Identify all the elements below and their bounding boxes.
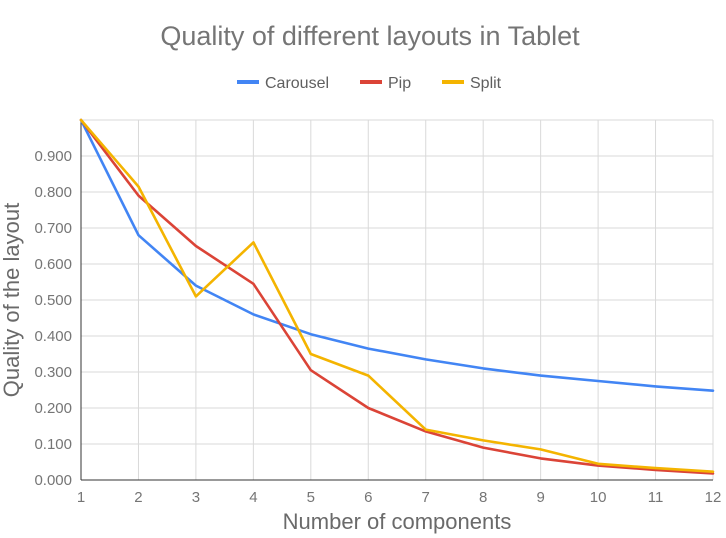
legend-item-carousel: Carousel [237,75,329,92]
y-tick-label: 0.600 [34,256,72,273]
x-tick-labels: 1 2 3 4 5 6 7 8 9 10 11 12 [77,489,722,506]
y-axis-label: Quality of the layout [0,203,24,397]
x-tick-label: 10 [590,489,607,506]
legend-item-pip: Pip [360,75,411,92]
grid [81,119,714,480]
legend-label: Carousel [265,75,329,92]
series-line-split [79,118,715,474]
legend-label: Split [470,75,502,92]
y-tick-labels: 0.000 0.100 0.200 0.300 0.400 0.500 0.600 0.700… [34,148,72,489]
chart-title: Quality of different layouts in Tablet [160,21,580,51]
series-line-pip [79,118,715,475]
x-tick-label: 4 [249,489,257,506]
x-tick-label: 5 [307,489,315,506]
axes [80,120,713,481]
y-tick-label: 0.200 [34,400,72,417]
x-tick-label: 6 [364,489,372,506]
legend-item-split: Split [442,75,502,92]
x-tick-label: 11 [648,489,664,506]
x-axis-label: Number of components [283,509,512,534]
x-tick-label: 12 [705,489,722,506]
y-tick-label: 0.000 [34,472,72,489]
y-tick-label: 0.400 [34,328,72,345]
y-tick-label: 0.300 [34,364,72,381]
x-tick-label: 3 [192,489,200,506]
series-lines [79,118,715,475]
y-tick-label: 0.900 [34,148,72,165]
x-tick-label: 2 [134,489,142,506]
y-tick-label: 0.800 [34,184,72,201]
x-tick-label: 7 [422,489,430,506]
legend-label: Pip [388,75,411,92]
x-tick-label: 8 [479,489,487,506]
y-tick-label: 0.700 [34,220,72,237]
x-tick-label: 1 [77,489,85,506]
y-tick-label: 0.100 [34,436,72,453]
x-tick-label: 9 [536,489,544,506]
legend: Carousel Pip Split [237,75,502,92]
y-tick-label: 0.500 [34,292,72,309]
